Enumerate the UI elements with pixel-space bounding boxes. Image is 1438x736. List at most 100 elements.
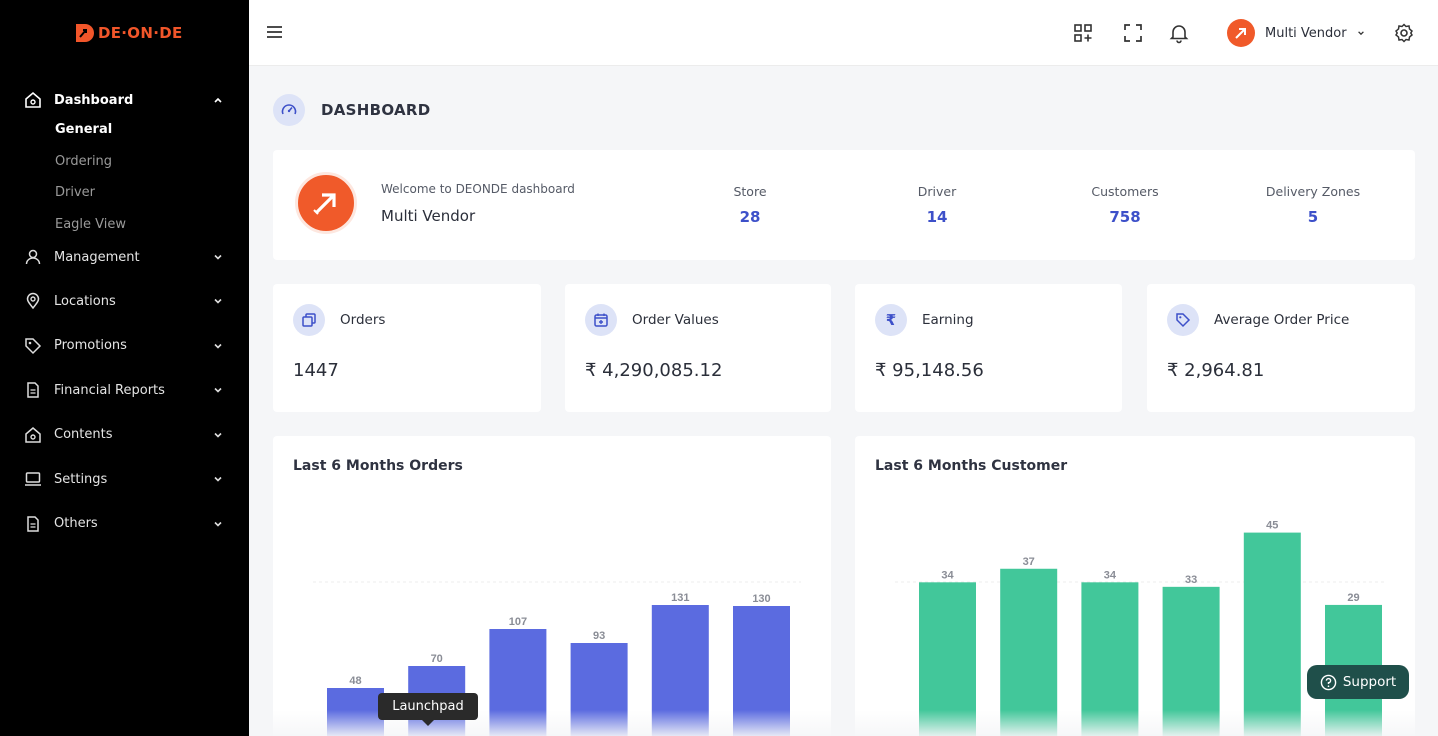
welcome-name: Multi Vendor [381, 207, 476, 225]
stat-value: 14 [926, 208, 948, 226]
document-icon [24, 381, 42, 399]
sidebar-item-label: Contents [54, 427, 113, 442]
bar[interactable] [570, 643, 628, 736]
bar[interactable] [651, 605, 709, 736]
fullscreen-icon[interactable] [1122, 22, 1144, 44]
chevron-down-icon [214, 343, 222, 349]
calendar-plus-icon [585, 304, 617, 336]
sidebar-item-label: Financial Reports [54, 382, 165, 398]
bar[interactable] [1162, 586, 1220, 736]
sidebar-subitem-driver[interactable]: Driver [55, 185, 96, 201]
home-icon [24, 91, 42, 109]
help-circle-icon [1320, 674, 1337, 690]
orders-chart-card: Last 6 Months Orders 48 70 107 93 131 130 [273, 436, 831, 736]
chevron-down-icon [214, 432, 222, 438]
sidebar-item-label: Others [54, 516, 98, 531]
gauge-icon [273, 94, 305, 126]
support-label: Support [1342, 674, 1397, 690]
stat-value: 5 [1307, 208, 1319, 226]
kpi-label: Order Values [632, 312, 719, 328]
apps-add-icon[interactable] [1072, 22, 1094, 44]
kpi-average-order-price: Average Order Price ₹ 2,964.81 [1147, 284, 1415, 412]
bar[interactable] [733, 606, 790, 736]
bell-icon[interactable] [1168, 22, 1190, 44]
sidebar-item-others[interactable]: Others [0, 510, 249, 538]
kpi-label: Orders [340, 312, 386, 328]
page-title: DASHBOARD [321, 101, 431, 119]
chevron-up-icon [214, 97, 222, 103]
data-label: 48 [349, 675, 361, 687]
bar[interactable] [919, 582, 976, 736]
top-header: Multi Vendor [249, 0, 1438, 66]
sidebar-subitem-eagle-view[interactable]: Eagle View [55, 216, 127, 232]
document-icon [24, 515, 42, 533]
kpi-value: ₹ 95,148.56 [875, 360, 984, 381]
arrow-up-right-icon [313, 193, 336, 215]
chart-title: Last 6 Months Customer [875, 458, 1068, 474]
rupee-icon: ₹ [875, 304, 907, 336]
monitor-icon [24, 470, 42, 488]
data-label: 107 [509, 616, 527, 628]
data-label: 37 [1023, 556, 1035, 568]
tag-icon [24, 337, 42, 355]
bar[interactable] [1000, 568, 1058, 736]
stat-value: 28 [739, 208, 761, 226]
dashboard-submenu: General Ordering Driver Eagle View [0, 114, 249, 240]
kpi-earning: ₹ Earning ₹ 95,148.56 [855, 284, 1122, 412]
orders-bar-chart: 48 70 107 93 131 130 [313, 581, 801, 736]
bar[interactable] [1243, 532, 1301, 736]
map-pin-icon [24, 292, 42, 310]
main-content: DASHBOARD Welcome to DEONDE dashboard Mu… [249, 66, 1438, 736]
tag-icon [1167, 304, 1199, 336]
bar[interactable] [327, 688, 384, 736]
kpi-label: Earning [922, 312, 974, 328]
kpi-value: 1447 [293, 360, 339, 381]
data-label: 34 [941, 569, 954, 581]
sidebar-item-label: Settings [54, 471, 108, 487]
sidebar-item-contents[interactable]: Contents [0, 421, 249, 449]
stat-customers: Customers 758 [1055, 184, 1195, 226]
stat-value: 758 [1109, 208, 1141, 226]
sidebar-item-locations[interactable]: Locations [0, 287, 249, 315]
hamburger-menu-icon[interactable] [267, 25, 282, 39]
avatar [295, 172, 357, 234]
user-menu[interactable]: Multi Vendor [1227, 19, 1365, 47]
kpi-orders: Orders 1447 [273, 284, 541, 412]
chevron-down-icon [214, 476, 222, 482]
sidebar-item-settings[interactable]: Settings [0, 465, 249, 493]
logo-text: DE·ON·DE [98, 24, 183, 42]
data-label: 34 [1104, 569, 1117, 581]
sidebar-item-label: Dashboard [54, 92, 134, 108]
user-icon [24, 248, 42, 266]
stat-label: Customers [1091, 184, 1159, 199]
bar[interactable] [489, 629, 547, 736]
support-button[interactable]: Support [1307, 665, 1409, 699]
data-label: 130 [752, 593, 770, 605]
gear-icon[interactable] [1393, 22, 1415, 44]
data-label: 29 [1347, 592, 1359, 604]
bar[interactable] [1081, 582, 1139, 736]
sidebar-item-promotions[interactable]: Promotions [0, 332, 249, 360]
chart-title: Last 6 Months Orders [293, 458, 463, 474]
stat-label: Delivery Zones [1265, 184, 1361, 199]
welcome-card: Welcome to DEONDE dashboard Multi Vendor… [273, 150, 1415, 260]
data-label: 93 [593, 630, 605, 642]
data-label: 45 [1266, 520, 1278, 532]
logo[interactable]: DE·ON·DE [74, 22, 183, 44]
sidebar: DE·ON·DE Dashboard General Ordering Driv… [0, 0, 249, 736]
kpi-value: ₹ 4,290,085.12 [585, 360, 723, 381]
sidebar-item-dashboard[interactable]: Dashboard [0, 86, 249, 114]
kpi-order-values: Order Values ₹ 4,290,085.12 [565, 284, 831, 412]
stat-store: Store 28 [680, 184, 820, 226]
sidebar-item-label: Locations [54, 293, 116, 309]
copy-icon [293, 304, 325, 336]
sidebar-subitem-ordering[interactable]: Ordering [55, 153, 113, 169]
sidebar-subitem-general[interactable]: General [55, 122, 113, 138]
chevron-down-icon [214, 298, 222, 304]
data-label: 70 [431, 653, 443, 665]
sidebar-item-label: Management [54, 249, 140, 265]
sidebar-item-financial-reports[interactable]: Financial Reports [0, 376, 249, 404]
user-name: Multi Vendor [1265, 25, 1347, 41]
launchpad-tooltip: Launchpad [378, 693, 478, 726]
sidebar-item-management[interactable]: Management [0, 243, 249, 271]
